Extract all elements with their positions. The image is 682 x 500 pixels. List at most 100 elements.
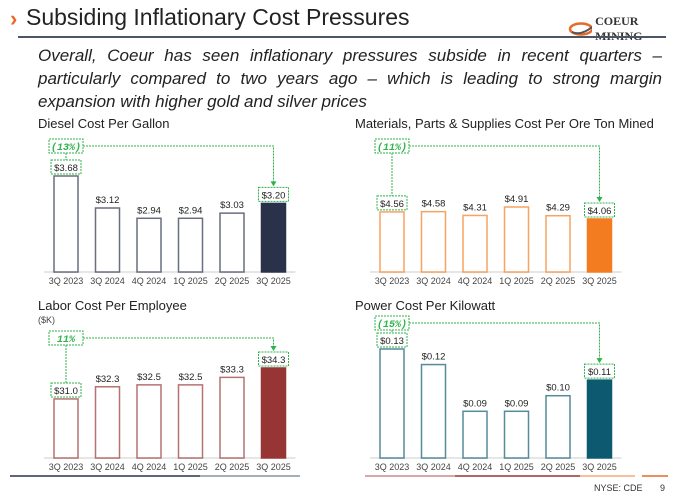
- data-label: $34.3: [262, 355, 286, 366]
- data-label: $3.20: [262, 190, 286, 201]
- x-tick-label: 4Q 2024: [132, 462, 167, 472]
- page-number: 9: [660, 483, 666, 493]
- data-label: $0.09: [505, 398, 529, 409]
- bar: [545, 214, 571, 273]
- connector-line: [409, 322, 600, 360]
- bar: [260, 367, 287, 459]
- x-tick-label: 2Q 2025: [215, 276, 250, 286]
- page-title: Subsiding Inflationary Cost Pressures: [26, 4, 410, 30]
- value-label-box: [584, 363, 615, 379]
- data-label: $2.94: [179, 205, 203, 216]
- data-label: $4.29: [546, 203, 570, 214]
- bar: [136, 217, 162, 273]
- chart-title-labor: Labor Cost Per Employee: [38, 298, 187, 313]
- arrow-down-icon: [596, 196, 603, 202]
- x-tick-label: 3Q 2024: [90, 276, 125, 286]
- chart-title-materials: Materials, Parts & Supplies Cost Per Ore…: [355, 116, 654, 131]
- bar: [379, 211, 405, 273]
- change-label: (13%): [51, 142, 81, 154]
- subtitle: Overall, Coeur has seen inflationary pre…: [38, 46, 662, 111]
- arrow-down-icon: [270, 346, 277, 351]
- bar: [503, 410, 530, 459]
- bar: [503, 206, 530, 273]
- data-label: $4.06: [588, 206, 612, 217]
- x-tick-label: 3Q 2023: [375, 462, 410, 472]
- data-label: $2.94: [137, 205, 161, 216]
- x-tick-label: 3Q 2023: [49, 462, 84, 472]
- x-tick-label: 3Q 2024: [90, 462, 125, 472]
- data-label: $0.11: [588, 367, 611, 378]
- ticker: NYSE: CDE: [594, 483, 643, 493]
- data-label: $0.10: [546, 383, 570, 394]
- x-tick-label: 4Q 2024: [132, 276, 167, 286]
- data-label: $4.58: [422, 199, 446, 210]
- connector-line: [83, 337, 274, 347]
- data-label: $32.5: [179, 372, 203, 383]
- bar: [379, 348, 405, 459]
- logo-text: COEUR MINING: [595, 14, 642, 43]
- change-label: (15%): [377, 319, 407, 331]
- bar: [586, 218, 613, 273]
- connector-line: [83, 145, 274, 183]
- chart-title-diesel: Diesel Cost Per Gallon: [38, 116, 170, 131]
- chevron-right-icon: ›: [10, 6, 18, 31]
- bar: [420, 210, 447, 273]
- bar: [462, 410, 488, 459]
- x-tick-label: 3Q 2025: [582, 276, 617, 286]
- x-tick-label: 3Q 2025: [582, 462, 617, 472]
- data-label: $32.5: [137, 372, 161, 383]
- data-label: $33.3: [220, 364, 244, 375]
- data-label: $0.09: [463, 398, 487, 409]
- x-tick-label: 4Q 2024: [458, 276, 493, 286]
- data-label: $0.13: [380, 336, 404, 347]
- x-tick-label: 2Q 2025: [215, 462, 250, 472]
- bar: [136, 384, 162, 459]
- x-tick-label: 1Q 2025: [499, 276, 534, 286]
- data-label: $4.56: [380, 199, 404, 210]
- data-label: $32.3: [96, 374, 120, 385]
- chart-unit-labor: ($K): [38, 315, 56, 325]
- x-tick-label: 3Q 2024: [416, 276, 451, 286]
- x-tick-label: 4Q 2024: [458, 462, 493, 472]
- bar: [462, 214, 488, 273]
- data-label: $31.0: [54, 386, 78, 397]
- company-logo: COEUR MINING: [568, 14, 682, 44]
- value-label-box: [376, 332, 408, 348]
- x-tick-label: 1Q 2025: [499, 462, 534, 472]
- bar: [260, 202, 287, 273]
- data-label: $3.68: [54, 163, 78, 174]
- x-tick-label: 1Q 2025: [173, 276, 208, 286]
- data-label: $4.91: [505, 194, 529, 205]
- bar: [177, 384, 204, 459]
- arrow-down-icon: [270, 181, 277, 187]
- bar: [545, 394, 571, 459]
- data-label: $4.31: [463, 202, 487, 213]
- bar: [94, 386, 121, 459]
- bar: [53, 175, 79, 273]
- logo-ring-icon: [568, 22, 593, 36]
- value-label-box: [584, 202, 615, 218]
- bar: [586, 379, 613, 459]
- chart-title-power: Power Cost Per Kilowatt: [355, 298, 496, 313]
- change-label: 11%: [57, 335, 76, 346]
- x-tick-label: 3Q 2025: [256, 462, 291, 472]
- bar: [219, 376, 245, 459]
- bar: [219, 212, 245, 273]
- x-tick-label: 3Q 2023: [375, 276, 410, 286]
- data-label: $3.03: [220, 200, 244, 211]
- value-label-box: [258, 351, 289, 367]
- title-divider: [18, 36, 666, 38]
- bar: [53, 398, 79, 459]
- x-tick-label: 2Q 2025: [541, 276, 576, 286]
- change-label: (11%): [377, 142, 407, 154]
- x-tick-label: 3Q 2024: [416, 462, 451, 472]
- x-tick-label: 2Q 2025: [541, 462, 576, 472]
- x-tick-label: 3Q 2025: [256, 276, 291, 286]
- x-tick-label: 1Q 2025: [173, 462, 208, 472]
- data-label: $0.12: [422, 352, 446, 363]
- data-label: $3.12: [96, 195, 120, 206]
- connector-line: [409, 145, 600, 198]
- bar: [177, 217, 204, 273]
